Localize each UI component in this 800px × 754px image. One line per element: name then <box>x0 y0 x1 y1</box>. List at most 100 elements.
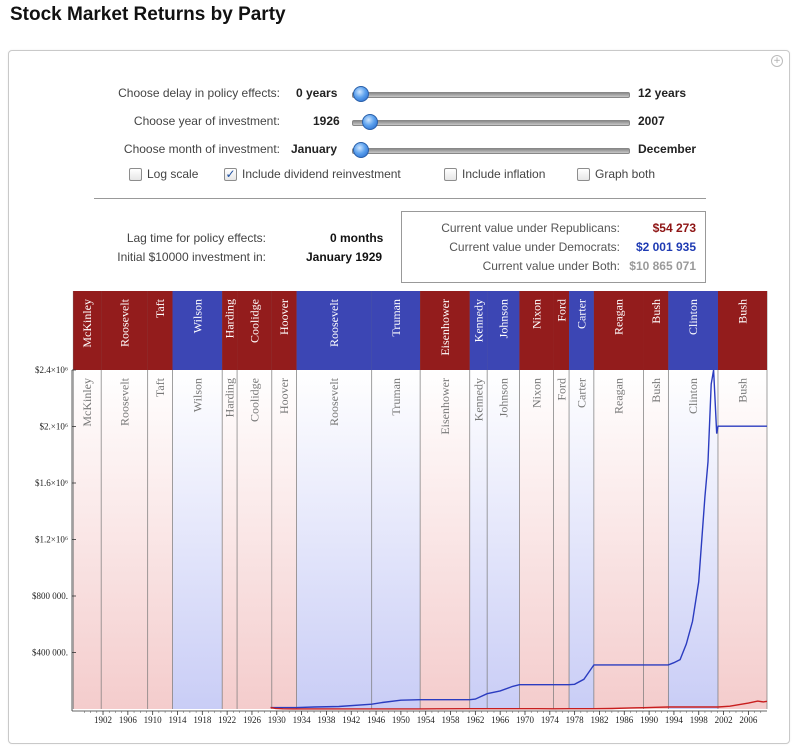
lag-label: Lag time for policy effects: <box>126 231 266 245</box>
president-header-label: Clinton <box>686 299 700 335</box>
president-header-label: Nixon <box>529 299 543 329</box>
x-tick-label: 1930 <box>268 715 287 725</box>
year-max-label: 2007 <box>638 114 665 128</box>
term-band <box>73 370 102 709</box>
initial-value: January 1929 <box>306 250 383 264</box>
y-tick-label: $1.2×10⁶ <box>35 535 68 545</box>
year-slider-track[interactable] <box>352 120 630 126</box>
x-tick-label: 1938 <box>317 715 336 725</box>
term-header <box>73 291 102 370</box>
term-band <box>593 370 644 709</box>
x-tick-label: 1998 <box>690 715 709 725</box>
x-tick-label: 1990 <box>640 715 659 725</box>
president-plot-label: Hoover <box>277 378 291 414</box>
president-plot-label: Truman <box>389 378 403 416</box>
delay-label: Choose delay in policy effects: <box>118 86 280 100</box>
term-header <box>593 291 644 370</box>
rep-value: $54 273 <box>652 221 696 235</box>
president-plot-label: Eisenhower <box>438 378 452 435</box>
x-tick-label: 2002 <box>715 715 733 725</box>
month-control: Choose month of investment: January Dece… <box>0 140 800 160</box>
term-band <box>371 370 421 709</box>
graph-both-checkbox-box[interactable] <box>577 168 590 181</box>
president-plot-label: Taft <box>153 377 167 397</box>
x-tick-label: 1974 <box>541 715 560 725</box>
month-min-label: January <box>291 142 338 156</box>
term-band <box>222 370 238 709</box>
year-slider-thumb[interactable] <box>362 114 378 130</box>
x-tick-label: 1946 <box>367 715 386 725</box>
republican-series-line <box>270 700 768 710</box>
president-header-label: Coolidge <box>247 299 261 343</box>
term-band <box>487 370 520 709</box>
term-header <box>237 291 272 370</box>
rep-value-label: Current value under Republicans: <box>441 221 620 235</box>
president-header-label: Taft <box>153 298 167 318</box>
president-plot-label: Kennedy <box>471 378 485 421</box>
president-header-label: McKinley <box>80 299 94 348</box>
x-tick-label: 1902 <box>94 715 112 725</box>
month-slider-track[interactable] <box>352 148 630 154</box>
president-plot-label: Nixon <box>529 378 543 408</box>
current-values-box: Current value under Republicans: $54 273… <box>401 211 706 283</box>
president-plot-label: McKinley <box>80 378 94 427</box>
term-band <box>717 370 767 709</box>
x-tick-label: 1950 <box>392 715 411 725</box>
term-header <box>271 291 297 370</box>
term-header <box>147 291 173 370</box>
month-label: Choose month of investment: <box>123 142 280 156</box>
term-band <box>643 370 669 709</box>
term-header <box>371 291 421 370</box>
year-min-label: 1926 <box>313 114 340 128</box>
lag-value: 0 months <box>330 231 384 245</box>
inflation-checkbox-box[interactable] <box>444 168 457 181</box>
term-band <box>469 370 488 709</box>
president-plot-label: Bush <box>649 378 663 403</box>
x-tick-label: 1962 <box>466 715 484 725</box>
month-slider-thumb[interactable] <box>353 142 369 158</box>
y-tick-label: $2.4×10⁶ <box>35 365 68 375</box>
president-header-label: Roosevelt <box>117 298 131 347</box>
delay-slider-thumb[interactable] <box>353 86 369 102</box>
term-header <box>643 291 669 370</box>
term-header <box>101 291 148 370</box>
president-header-label: Carter <box>574 299 588 329</box>
president-plot-label: Reagan <box>612 378 626 414</box>
x-tick-label: 1926 <box>243 715 262 725</box>
x-tick-label: 1922 <box>218 715 236 725</box>
term-header <box>487 291 520 370</box>
term-header <box>717 291 767 370</box>
president-plot-label: Roosevelt <box>117 377 131 426</box>
term-header <box>420 291 470 370</box>
term-band <box>420 370 470 709</box>
delay-min-label: 0 years <box>296 86 338 100</box>
x-tick-label: 1994 <box>665 715 684 725</box>
term-band <box>101 370 148 709</box>
term-header <box>296 291 372 370</box>
term-header <box>519 291 554 370</box>
both-value: $10 865 071 <box>629 259 696 273</box>
y-tick-label: $800 000. <box>32 591 68 601</box>
president-header-label: Bush <box>735 299 749 324</box>
term-band <box>271 370 297 709</box>
panel-options-icon[interactable]: + <box>771 55 783 67</box>
log-scale-label: Log scale <box>147 167 199 181</box>
president-plot-label: Clinton <box>686 378 700 414</box>
president-header-label: Reagan <box>612 299 626 335</box>
x-tick-label: 1970 <box>516 715 535 725</box>
x-tick-label: 1918 <box>193 715 212 725</box>
y-tick-label: $400 000. <box>32 648 68 658</box>
x-tick-label: 1914 <box>168 715 187 725</box>
page-title: Stock Market Returns by Party <box>10 4 286 25</box>
term-band <box>147 370 173 709</box>
delay-slider-track[interactable] <box>352 92 630 98</box>
dividend-checkbox-box[interactable]: ✓ <box>224 167 237 181</box>
president-header-label: Truman <box>389 299 403 337</box>
month-max-label: December <box>638 142 697 156</box>
delay-max-label: 12 years <box>638 86 687 100</box>
log-scale-checkbox-box[interactable] <box>129 168 142 181</box>
term-header <box>668 291 718 370</box>
x-tick-label: 1954 <box>417 715 436 725</box>
president-header-label: Roosevelt <box>327 298 341 347</box>
